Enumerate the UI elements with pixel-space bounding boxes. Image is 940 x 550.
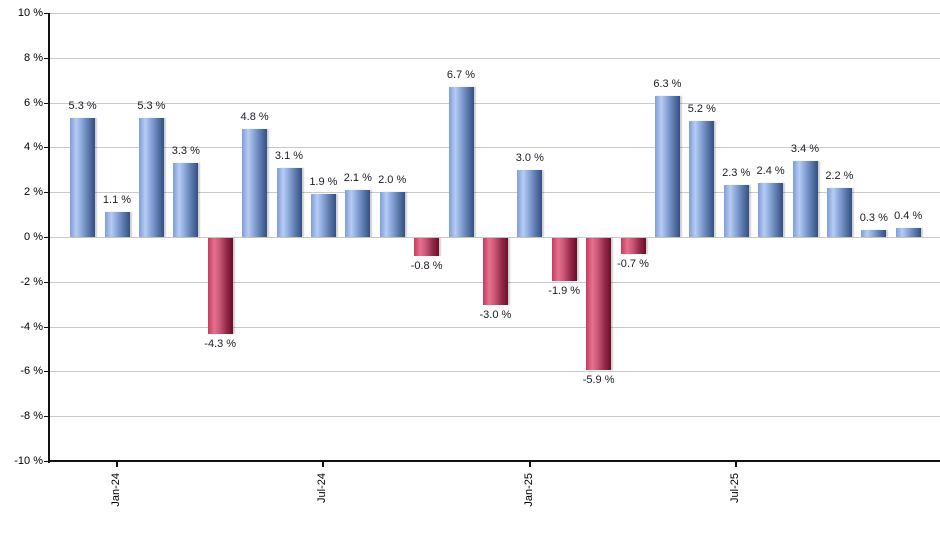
x-axis-label-text: Jul-25: [729, 473, 742, 503]
bar-value-label-7: 1.9 %: [309, 176, 338, 189]
gridline-10: [49, 13, 940, 14]
y-axis-label-2: 2 %: [24, 186, 43, 199]
y-axis-label-0: 0 %: [24, 231, 43, 243]
x-axis-label-Jul-24: Jul-24: [316, 469, 346, 503]
bar-value-label-22: 2.2 %: [825, 169, 854, 182]
bar-value-label-18: 5.2 %: [687, 102, 716, 115]
bar-value-label-17: 6.3 %: [653, 77, 682, 90]
x-axis-label-Jan-24: Jan-24: [110, 469, 144, 507]
bar-20-positive: [758, 183, 784, 237]
y-tick--2: [44, 281, 49, 283]
y-axis-label-10: 10 %: [17, 7, 43, 19]
y-axis-label-4: 4 %: [24, 141, 43, 154]
y-axis-line: [48, 13, 50, 463]
y-tick--4: [44, 326, 49, 328]
bar-value-label-0: 5.3 %: [68, 100, 97, 113]
bar-value-label-14: -1.9 %: [548, 284, 581, 297]
x-axis-line: [48, 460, 940, 462]
bar-16-negative: [620, 238, 646, 254]
bar-value-label-12: -3.0 %: [479, 309, 512, 322]
bar-value-label-3: 3.3 %: [171, 145, 200, 158]
bar-24-positive: [895, 228, 921, 237]
y-tick-4: [44, 147, 49, 149]
y-tick--6: [44, 371, 49, 373]
x-axis-label-text: Jul-24: [316, 473, 329, 503]
y-axis-label--10: -10 %: [14, 455, 43, 467]
bar-1-positive: [104, 212, 130, 237]
bar-value-label-23: 0.3 %: [859, 212, 888, 225]
bar-19-positive: [723, 185, 749, 237]
bar-value-label-19: 2.3 %: [722, 167, 751, 180]
bar-2-positive: [138, 118, 164, 237]
x-axis-label-Jan-25: Jan-25: [523, 469, 557, 507]
x-tick-Jul-25: [735, 461, 738, 467]
gridline-4: [49, 147, 940, 149]
gridline-8: [49, 57, 940, 59]
y-axis-label-6: 6 %: [24, 96, 43, 109]
bar-14-negative: [551, 238, 577, 281]
bar-value-label-10: -0.8 %: [410, 259, 443, 272]
bar-13-positive: [517, 169, 543, 237]
bar-value-label-16: -0.7 %: [617, 257, 649, 270]
bar-value-label-13: 3.0 %: [515, 151, 544, 164]
bar-3-positive: [173, 163, 199, 237]
bar-18-positive: [689, 120, 715, 237]
bar-17-positive: [654, 95, 680, 237]
bar-6-positive: [276, 167, 302, 237]
gridline--6: [49, 371, 940, 373]
bar-value-label-20: 2.4 %: [756, 165, 785, 178]
bar-value-label-5: 4.8 %: [240, 111, 269, 124]
bar-value-label-9: 2.0 %: [378, 174, 407, 187]
x-tick-Jul-24: [322, 461, 325, 467]
bar-value-label-1: 1.1 %: [102, 194, 132, 207]
bar-value-label-6: 3.1 %: [274, 149, 304, 162]
bar-value-label-24: 0.4 %: [894, 210, 923, 223]
gridline--4: [49, 326, 940, 328]
x-axis-label-text: Jan-25: [522, 473, 535, 507]
bar-value-label-11: 6.7 %: [446, 68, 476, 81]
bar-value-label-4: -4.3 %: [204, 338, 237, 351]
bar-4-negative: [207, 238, 233, 335]
bar-8-positive: [345, 189, 371, 237]
bar-value-label-21: 3.4 %: [790, 142, 820, 155]
bar-10-negative: [414, 238, 440, 256]
bar-12-negative: [482, 238, 508, 306]
y-tick-0: [44, 237, 49, 238]
bar-15-negative: [586, 238, 612, 371]
x-axis-label-Jul-25: Jul-25: [729, 469, 759, 503]
y-tick-6: [44, 102, 49, 104]
bar-value-label-8: 2.1 %: [343, 171, 372, 184]
bar-value-label-15: -5.9 %: [582, 374, 615, 387]
y-tick-10: [44, 13, 49, 14]
bar-11-positive: [448, 86, 474, 237]
gridline-6: [49, 102, 940, 104]
x-tick-Jan-24: [116, 461, 118, 467]
y-tick--10: [44, 461, 49, 462]
bar-0-positive: [70, 118, 96, 237]
x-axis-label-text: Jan-24: [110, 473, 122, 507]
y-axis-label--4: -4 %: [20, 320, 43, 333]
bar-9-positive: [379, 192, 405, 237]
bar-21-positive: [792, 160, 818, 237]
y-tick-8: [44, 57, 49, 59]
y-tick--8: [44, 416, 49, 418]
bar-5-positive: [242, 129, 268, 237]
bar-23-positive: [861, 230, 887, 237]
bar-22-positive: [826, 187, 852, 237]
y-tick-2: [44, 192, 49, 194]
y-axis-label-8: 8 %: [24, 51, 43, 64]
gridline-2: [49, 192, 940, 194]
y-axis-label--8: -8 %: [20, 410, 43, 423]
bar-value-label-2: 5.3 %: [137, 100, 166, 113]
gridline-0: [49, 237, 940, 238]
bar-7-positive: [310, 194, 336, 237]
gridline--8: [49, 416, 940, 418]
x-tick-Jan-25: [528, 461, 531, 467]
y-axis-label--6: -6 %: [20, 365, 43, 378]
y-axis-label--2: -2 %: [20, 275, 43, 288]
